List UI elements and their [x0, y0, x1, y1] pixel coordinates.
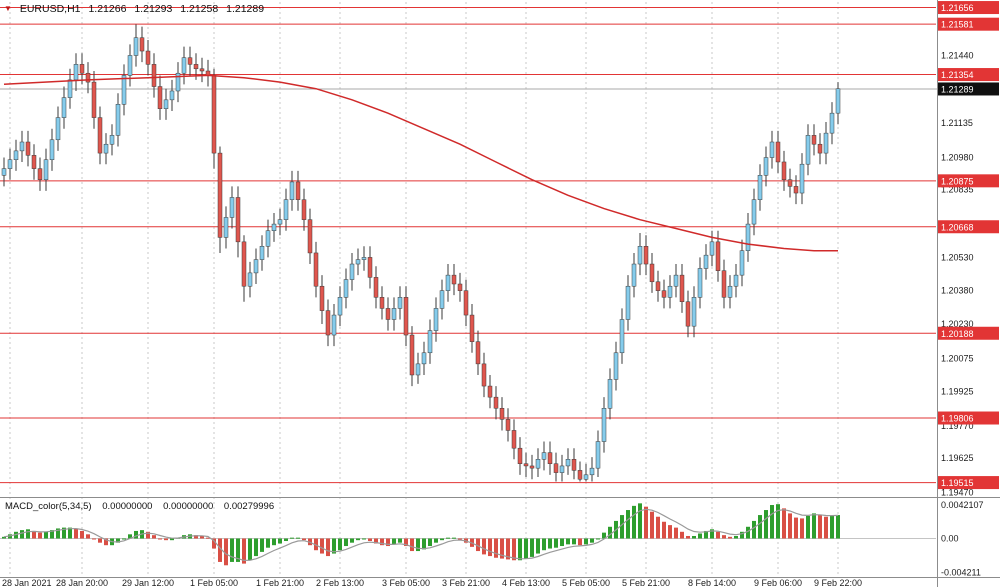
svg-text:1 Feb 05:00: 1 Feb 05:00: [190, 578, 238, 587]
svg-text:29 Jan 12:00: 29 Jan 12:00: [122, 578, 174, 587]
svg-text:1.20980: 1.20980: [941, 153, 974, 163]
macd-indicator-label: MACD_color(5,34,5) 0.00000000 0.00000000…: [5, 501, 282, 512]
svg-text:9 Feb 22:00: 9 Feb 22:00: [814, 578, 862, 587]
svg-text:1.19925: 1.19925: [941, 387, 974, 397]
ohlc-high-value: 1.21293: [134, 3, 173, 15]
svg-text:28 Jan 20:00: 28 Jan 20:00: [56, 578, 108, 587]
svg-text:2 Feb 13:00: 2 Feb 13:00: [316, 578, 364, 587]
ohlc-low-value: 1.21258: [180, 3, 219, 15]
svg-text:1.20188: 1.20188: [941, 329, 974, 339]
svg-text:1.20875: 1.20875: [941, 176, 974, 186]
symbol-period-label: EURUSD,H1: [19, 3, 81, 15]
svg-text:1.21440: 1.21440: [941, 50, 974, 60]
svg-text:1.19770: 1.19770: [941, 421, 974, 431]
svg-text:1.21581: 1.21581: [941, 20, 974, 30]
svg-text:1.21289: 1.21289: [941, 84, 974, 94]
svg-text:1.21656: 1.21656: [941, 3, 974, 13]
svg-text:5 Feb 21:00: 5 Feb 21:00: [622, 578, 670, 587]
price-axis-level-badges: 1.21656 1.21581 1.21354 1.20875 1.20668 1.201…: [938, 1, 999, 490]
svg-text:1.20075: 1.20075: [941, 353, 974, 363]
svg-text:1.20835: 1.20835: [941, 185, 974, 195]
svg-text:1 Feb 21:00: 1 Feb 21:00: [256, 578, 304, 587]
macd-value-1: 0.00000000: [102, 501, 153, 512]
current-price-badge: 1.21289: [938, 82, 999, 96]
svg-text:1.20530: 1.20530: [941, 252, 974, 262]
svg-text:3 Feb 05:00: 3 Feb 05:00: [382, 578, 430, 587]
macd-signal-line: [3, 508, 839, 562]
svg-text:-0.004211: -0.004211: [941, 568, 981, 578]
svg-text:1.20668: 1.20668: [941, 222, 974, 232]
svg-text:5 Feb 05:00: 5 Feb 05:00: [562, 578, 610, 587]
svg-text:1.19806: 1.19806: [941, 414, 974, 424]
svg-text:3 Feb 21:00: 3 Feb 21:00: [442, 578, 490, 587]
svg-text:1.19625: 1.19625: [941, 453, 974, 463]
svg-text:1.19515: 1.19515: [941, 478, 974, 488]
svg-text:1.20230: 1.20230: [941, 319, 974, 329]
svg-text:28 Jan 2021: 28 Jan 2021: [2, 578, 52, 587]
macd-name: MACD_color(5,34,5): [5, 501, 92, 512]
moving-average-line[interactable]: [3, 74, 838, 252]
sr-level-lines[interactable]: [0, 7, 936, 484]
svg-text:1.19470: 1.19470: [941, 488, 974, 498]
macd-value-2: 0.00000000: [163, 501, 214, 512]
svg-text:4 Feb 13:00: 4 Feb 13:00: [502, 578, 550, 587]
symbol-title-bar: ▼ EURUSD,H1 1.21266 1.21293 1.21258 1.21…: [4, 3, 269, 15]
svg-text:8 Feb 14:00: 8 Feb 14:00: [688, 578, 736, 587]
ohlc-close-value: 1.21289: [226, 3, 265, 15]
svg-text:1.20380: 1.20380: [941, 286, 974, 296]
svg-text:9 Feb 06:00: 9 Feb 06:00: [754, 578, 802, 587]
symbol-marker-icon: ▼: [4, 4, 12, 13]
ohlc-open-value: 1.21266: [88, 3, 127, 15]
candles-layer: [1, 24, 841, 482]
svg-text:0.0042107: 0.0042107: [941, 500, 984, 510]
svg-text:0.00: 0.00: [941, 534, 959, 544]
time-axis-labels[interactable]: 28 Jan 2021 28 Jan 20:00 29 Jan 12:00 1 Feb…: [2, 578, 862, 587]
svg-text:1.21135: 1.21135: [941, 118, 973, 128]
macd-value-3: 0.00279996: [223, 501, 275, 512]
svg-text:1.21354: 1.21354: [941, 70, 974, 80]
macd-axis[interactable]: 0.0042107 0.00 -0.004211: [941, 500, 984, 578]
price-axis[interactable]: 1.21440 1.21135 1.20980 1.20835 1.20530 1.203…: [941, 50, 974, 497]
